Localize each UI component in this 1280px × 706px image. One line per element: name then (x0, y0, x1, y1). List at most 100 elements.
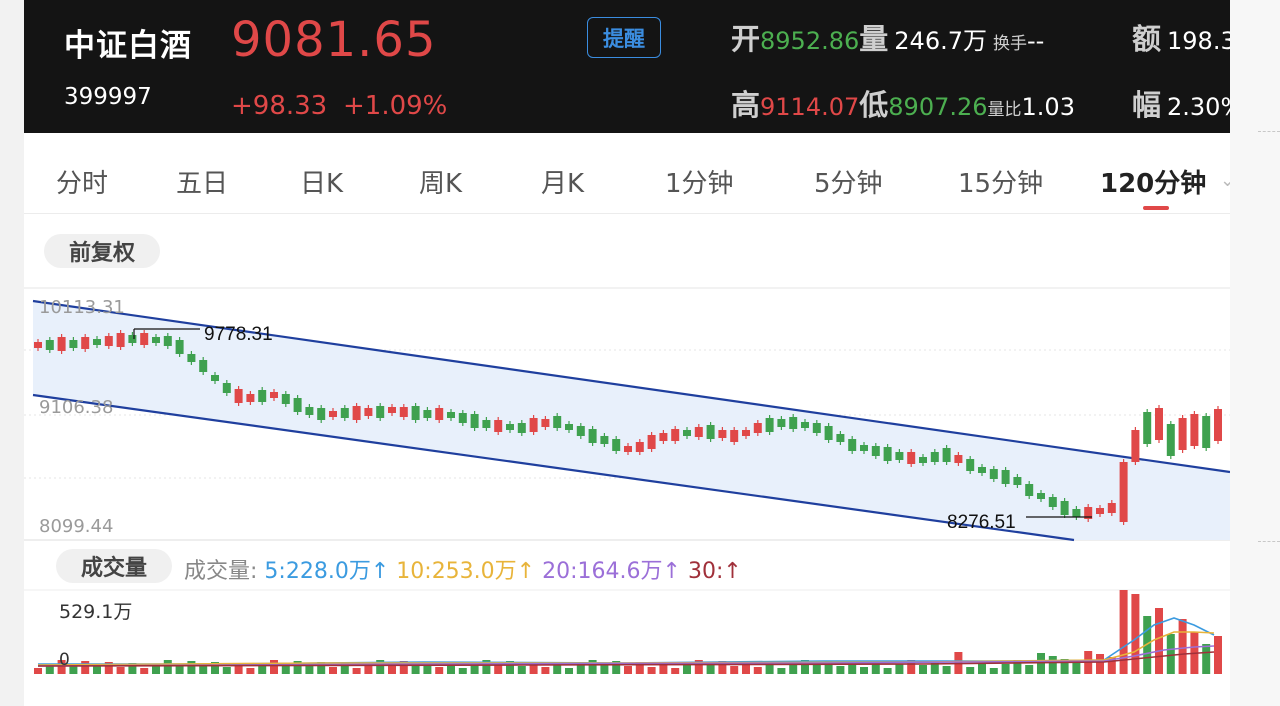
candle-up (1084, 507, 1093, 519)
candle-up (435, 408, 444, 420)
tab-intraday[interactable]: 分时 (56, 169, 109, 199)
volume-indicator-toggle[interactable]: 成交量 (56, 549, 172, 583)
candle-down (175, 340, 184, 354)
volume-bar (742, 662, 750, 674)
candle-up (352, 406, 361, 420)
quote-row-1: 开8952.86量 246.7万 换手-- (731, 16, 1044, 58)
candle-up (1131, 430, 1140, 462)
kline-chart[interactable]: 9778.31 8276.51 (24, 0, 1230, 706)
volume-ma20-line (37, 645, 1215, 667)
chevron-down-icon[interactable]: ⌄ (1220, 170, 1230, 191)
volume-bar (482, 660, 491, 674)
tab-5min[interactable]: 5分钟 (814, 169, 883, 199)
quote-header: 中证白酒 399997 9081.65 +98.33 +1.09% 提醒 开89… (24, 0, 1230, 133)
candle-down (801, 422, 809, 428)
tab-daily-k[interactable]: 日K (300, 169, 344, 199)
candle-down (588, 429, 597, 443)
remind-button[interactable]: 提醒 (587, 17, 661, 58)
candle-down (506, 424, 514, 430)
adjust-toggle[interactable]: 前复权 (44, 234, 160, 268)
tab-120min[interactable]: 120分钟 (1100, 169, 1207, 199)
candle-down (470, 414, 479, 428)
volume-bar (1013, 660, 1022, 674)
high-annotation: 9778.31 (204, 324, 273, 345)
tab-15min[interactable]: 15分钟 (958, 169, 1044, 199)
ratio-label: 量比 (987, 100, 1022, 120)
candle-up (718, 430, 727, 438)
stock-name: 中证白酒 (64, 28, 192, 64)
candle-up (647, 435, 656, 449)
tab-1min[interactable]: 1分钟 (665, 169, 734, 199)
volume-ma30-line (37, 651, 1215, 667)
candle-down (423, 410, 432, 418)
candle-up (104, 336, 113, 346)
price-axis-mid: 9106.38 (39, 397, 114, 418)
volume-bar (565, 668, 573, 674)
volume-bar (93, 666, 101, 674)
candle-down (777, 419, 786, 427)
amount-label: 额 (1132, 22, 1162, 56)
volume-bar (234, 663, 243, 674)
volume-bar (140, 668, 149, 674)
volume-bar (1131, 594, 1140, 674)
channel-lower-line (32, 393, 1075, 542)
amplitude-label: 幅 (1132, 88, 1162, 122)
volume-bar (152, 664, 160, 674)
volume-bar (553, 663, 562, 674)
candle-down (812, 423, 821, 433)
volume-bar (1202, 644, 1211, 674)
candle-up (1178, 418, 1187, 450)
candle-up (140, 333, 149, 345)
volume-bar (836, 666, 845, 674)
ma10-legend: 10:253.0万↑ (396, 559, 536, 584)
candle-down (1060, 501, 1069, 515)
tab-monthly-k[interactable]: 月K (541, 169, 585, 199)
volume-bar (81, 661, 90, 674)
volume-bar (305, 666, 314, 674)
volume-bar (576, 664, 585, 674)
candle-down (989, 469, 998, 479)
volume-bar (211, 662, 219, 674)
candle-down (942, 448, 951, 462)
volume-bar (871, 663, 880, 674)
volume-bar (340, 663, 349, 674)
quote-row-2: 高9114.07低8907.26量比1.03 (731, 82, 1075, 124)
low-value: 8907.26 (888, 93, 988, 121)
volume-bar (281, 665, 290, 674)
open-value: 8952.86 (760, 27, 860, 55)
volume-bar (930, 661, 939, 674)
volume-value: 246.7万 (894, 27, 987, 55)
candle-down (187, 354, 196, 362)
tab-weekly-k[interactable]: 周K (419, 169, 463, 199)
volume-bar (612, 661, 621, 674)
volume-bar (730, 666, 739, 674)
candle-up (694, 427, 703, 437)
candle-down (966, 459, 975, 471)
candle-up (234, 389, 243, 403)
candle-down (1013, 477, 1022, 485)
volume-bar (1001, 664, 1010, 674)
volume-bar (860, 667, 868, 674)
candle-up (907, 452, 916, 464)
volume-bar (1072, 662, 1081, 674)
volume-bar (399, 661, 408, 674)
volume-bar (989, 668, 998, 674)
tab-five-day[interactable]: 五日 (176, 169, 229, 199)
candle-down (1037, 493, 1045, 499)
candle-down (45, 340, 54, 350)
candle-up (81, 337, 90, 349)
candle-down (1001, 470, 1010, 484)
candle-down (883, 447, 892, 461)
candle-down (765, 418, 774, 432)
volume-bar (1107, 657, 1116, 674)
price-axis-top: 10113.31 (39, 297, 125, 318)
candle-down (93, 339, 101, 345)
app-window: 中证白酒 399997 9081.65 +98.33 +1.09% 提醒 开89… (24, 0, 1230, 706)
candle-down (163, 336, 172, 346)
candle-down (836, 434, 845, 442)
price-axis-bottom: 8099.44 (39, 516, 114, 537)
candle-down (789, 417, 798, 429)
volume-bar (1214, 636, 1222, 674)
volume-bar (352, 668, 361, 674)
candle-down (458, 413, 467, 423)
